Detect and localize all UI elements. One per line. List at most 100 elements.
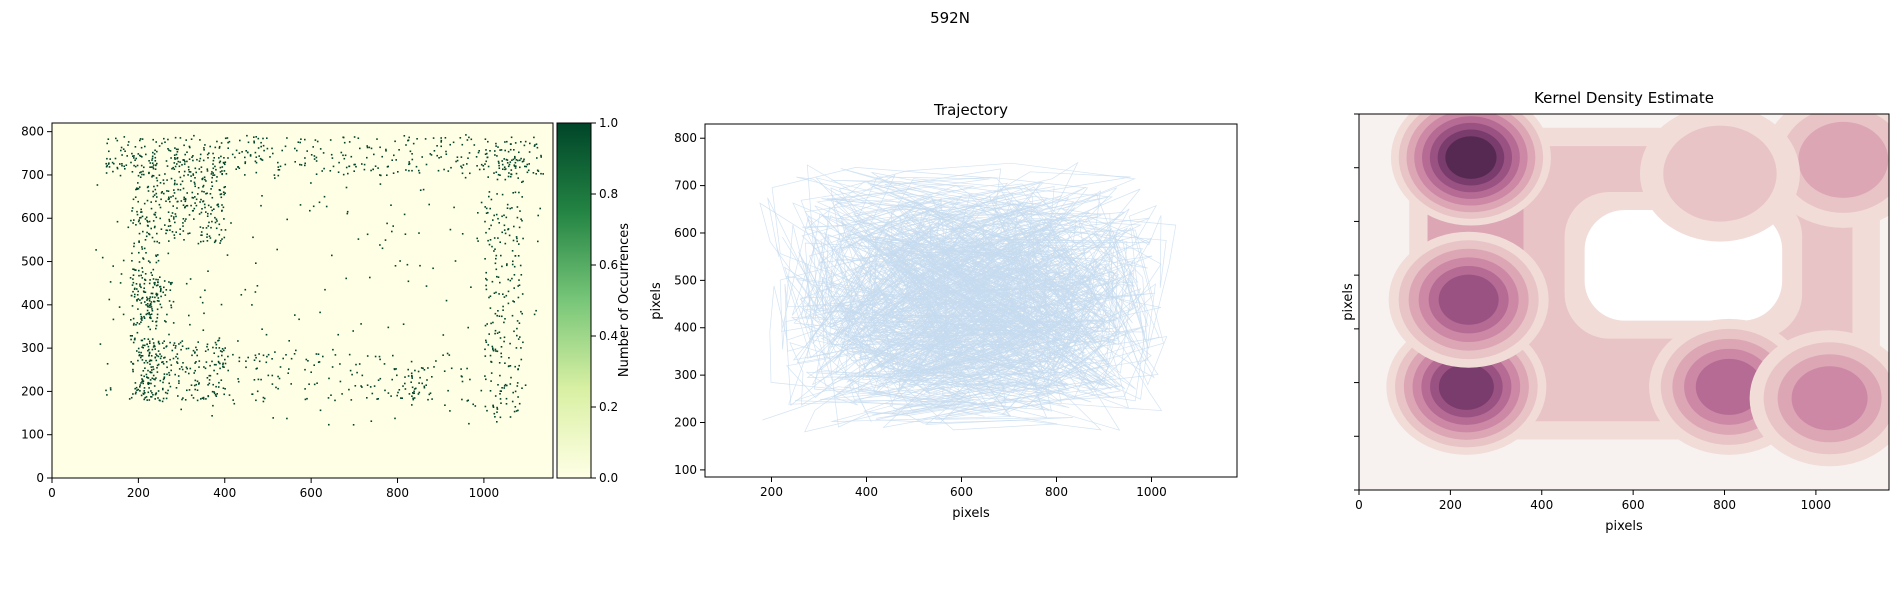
occupancy-cell <box>460 156 463 158</box>
occupancy-cell <box>208 374 211 377</box>
occupancy-cell <box>133 245 135 248</box>
occupancy-cell <box>394 417 396 420</box>
occupancy-cell <box>421 156 423 158</box>
occupancy-cell <box>141 319 143 321</box>
occupancy-cell <box>304 164 306 167</box>
occupancy-cell <box>192 155 194 157</box>
occupancy-cell <box>513 301 515 303</box>
occupancy-cell <box>210 226 212 229</box>
occupancy-cell <box>140 321 142 323</box>
occupancy-cell <box>512 260 514 263</box>
occupancy-cell <box>507 228 510 230</box>
occupancy-cell <box>138 251 140 254</box>
occupancy-cell <box>155 284 158 287</box>
occupancy-cell <box>445 153 448 155</box>
occupancy-cell <box>235 149 238 152</box>
occupancy-cell <box>154 296 156 299</box>
occupancy-cell <box>215 227 218 230</box>
occupancy-cell <box>106 142 108 145</box>
occupancy-cell <box>511 277 513 280</box>
occupancy-cell <box>324 288 326 291</box>
occupancy-cell <box>114 157 117 160</box>
occupancy-cell <box>211 360 213 363</box>
occupancy-cell <box>223 157 225 159</box>
occupancy-cell <box>288 340 290 342</box>
occupancy-cell <box>194 202 196 204</box>
occupancy-cell <box>511 314 514 317</box>
occupancy-cell <box>253 379 256 381</box>
occupancy-cell <box>232 399 234 401</box>
occupancy-cell <box>504 383 507 386</box>
occupancy-cell <box>156 294 158 297</box>
occupancy-cell <box>500 149 503 151</box>
kde-x-tick-label: 400 <box>1530 498 1553 512</box>
occupancy-cell <box>341 393 343 395</box>
occupancy-cell <box>149 162 152 164</box>
occupancy-cell <box>132 268 134 270</box>
occupancy-cell <box>157 278 159 281</box>
occupancy-cell <box>198 366 200 368</box>
occupancy-cell <box>277 169 280 171</box>
occupancy-cell <box>173 168 176 170</box>
occupancy-cell <box>206 240 209 242</box>
occupancy-cell <box>161 142 163 145</box>
occupancy-cell <box>158 203 161 206</box>
occupancy-cell <box>154 225 156 228</box>
occupancy-cell <box>157 341 160 344</box>
occupancy-cell <box>150 271 152 274</box>
occupancy-cell <box>224 229 227 231</box>
occupancy-cell <box>513 274 516 276</box>
occupancy-cell <box>263 397 266 400</box>
occupancy-cell <box>168 374 171 376</box>
occupancy-cell <box>305 358 308 361</box>
occupancy-cell <box>407 280 410 283</box>
occupancy-cell <box>144 291 147 293</box>
occupancy-cell <box>154 156 157 159</box>
occupancy-cell <box>106 394 108 396</box>
occupancy-cell <box>168 149 170 152</box>
occupancy-cell <box>540 172 542 175</box>
occupancy-cell <box>337 333 339 336</box>
occupancy-cell <box>224 388 226 390</box>
occupancy-cell <box>260 158 263 161</box>
occupancy-cell <box>218 161 221 164</box>
occupancy-cell <box>505 216 508 219</box>
occupancy-cell <box>300 138 302 140</box>
occupancy-cell <box>374 355 377 358</box>
occupancy-cell <box>128 398 131 400</box>
occupancy-cell <box>218 223 221 226</box>
occupancy-cell <box>138 186 141 188</box>
occupancy-cell <box>489 150 491 152</box>
occupancy-cell <box>495 213 498 216</box>
occupancy-cell <box>147 221 149 223</box>
occupancy-cell <box>501 315 503 318</box>
occupancy-cell <box>429 392 432 394</box>
occupancy-cell <box>171 281 173 284</box>
occupancy-cell <box>239 139 241 142</box>
occupancy-cell <box>445 299 448 302</box>
occupancy-cell <box>119 282 122 284</box>
occupancy-cell <box>153 283 156 286</box>
occupancy-cell <box>161 400 164 403</box>
occupancy-cell <box>173 189 175 191</box>
occupancy-cell <box>418 382 420 384</box>
occupancy-cell <box>271 358 273 360</box>
occupancy-cell <box>155 393 157 395</box>
occupancy-cell <box>152 286 154 289</box>
occupancy-cell <box>201 178 204 181</box>
occupancy-cell <box>491 345 494 348</box>
occupancy-cell <box>151 162 154 164</box>
occupancy-cell <box>151 309 154 312</box>
occupancy-cell <box>519 210 521 212</box>
occupancy-cell <box>152 190 154 193</box>
occupancy-cell <box>150 201 152 203</box>
occupancy-cell <box>454 260 457 262</box>
occupancy-cell <box>152 366 154 368</box>
occupancy-cell <box>152 166 154 168</box>
occupancy-cell <box>152 278 155 280</box>
occupancy-cell <box>446 352 449 355</box>
occupancy-cell <box>137 220 140 223</box>
occupancy-cell <box>216 393 218 395</box>
occupancy-cell <box>154 160 157 162</box>
occupancy-cell <box>361 374 364 377</box>
